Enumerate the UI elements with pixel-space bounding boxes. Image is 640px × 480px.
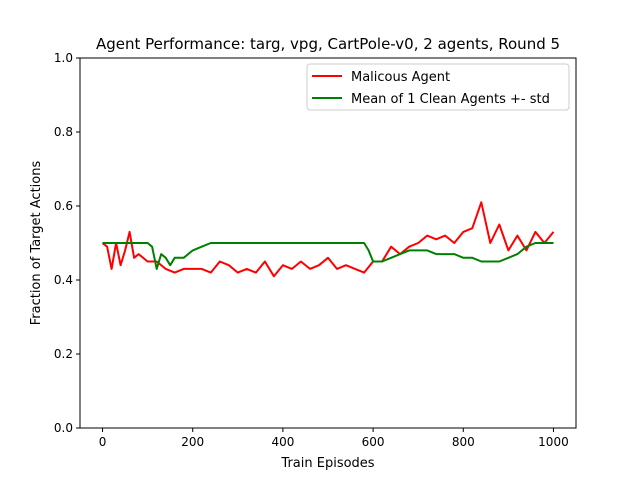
x-axis-label: Train Episodes xyxy=(280,456,374,471)
chart-title: Agent Performance: targ, vpg, CartPole-v… xyxy=(96,35,560,53)
legend: Malicous Agent Mean of 1 Clean Agents +-… xyxy=(306,63,570,111)
y-tick-label: 0.6 xyxy=(54,199,73,213)
plot-frame xyxy=(79,57,577,429)
series-line-malicious xyxy=(101,201,555,278)
x-axis: 0 200 400 600 800 1000 xyxy=(99,428,569,449)
legend-label-clean: Mean of 1 Clean Agents +- std xyxy=(351,92,550,107)
x-tick-label: 600 xyxy=(362,435,385,449)
y-tick-label: 0.2 xyxy=(54,347,73,361)
y-tick-label: 1.0 xyxy=(54,51,73,65)
x-tick-label: 1000 xyxy=(538,435,569,449)
y-tick-label: 0.4 xyxy=(54,273,73,287)
y-axis-label: Fraction of Target Actions xyxy=(29,161,44,326)
legend-box xyxy=(306,63,570,111)
x-tick-label: 800 xyxy=(452,435,475,449)
legend-label-malicious: Malicous Agent xyxy=(351,70,450,85)
y-tick-label: 0.0 xyxy=(54,421,73,435)
y-axis: 0.0 0.2 0.4 0.6 0.8 1.0 xyxy=(54,51,80,435)
x-tick-label: 200 xyxy=(181,435,204,449)
x-tick-label: 0 xyxy=(99,435,107,449)
y-tick-label: 0.8 xyxy=(54,125,73,139)
x-tick-label: 400 xyxy=(271,435,294,449)
series-layer xyxy=(101,201,555,278)
series-line-clean xyxy=(102,242,554,270)
plot-area xyxy=(79,57,577,429)
